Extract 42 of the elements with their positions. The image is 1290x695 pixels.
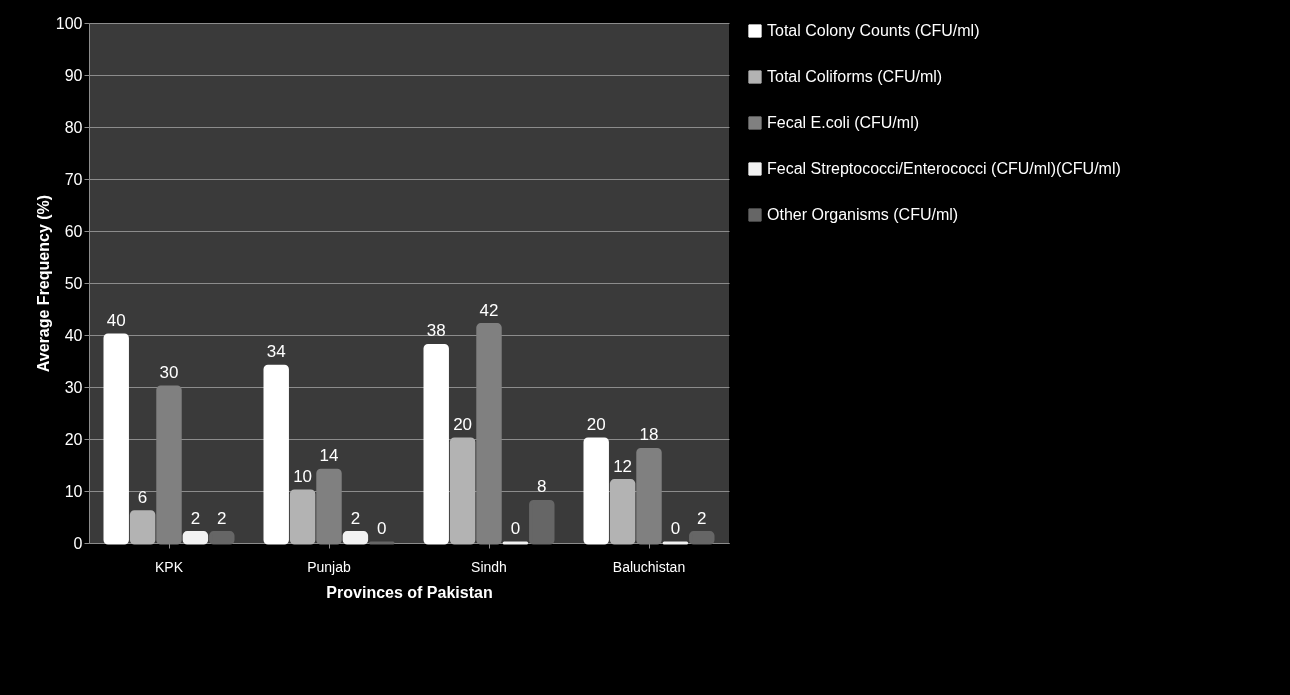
y-tick-label: 20	[64, 430, 83, 448]
data-label: 12	[613, 456, 633, 476]
legend-label: Fecal E.coli (CFU/ml)	[767, 114, 920, 131]
legend-label: Total Coliforms (CFU/ml)	[767, 68, 943, 85]
x-tick-label: KPK	[154, 558, 184, 575]
x-tick-label: Punjab	[307, 558, 352, 575]
data-label: 40	[106, 311, 126, 330]
legend-label: Total Colony Counts (CFU/ml)	[767, 22, 980, 39]
legend-label: Fecal Streptococci/Enterococci (CFU/ml)(CFU/ml)	[767, 160, 1121, 177]
data-label: 10	[293, 467, 313, 486]
y-tick-label: 60	[64, 222, 83, 240]
data-label: 20	[586, 415, 606, 434]
y-tick-label: 100	[55, 14, 83, 32]
data-label: 0	[670, 519, 681, 538]
data-label: 20	[453, 415, 473, 434]
data-label: 14	[319, 446, 339, 466]
data-label: 2	[190, 508, 201, 528]
y-tick-label: 50	[64, 274, 83, 292]
y-tick-label: 30	[64, 378, 83, 396]
data-label: 6	[137, 487, 148, 507]
data-label: 42	[479, 300, 499, 320]
legend-label: Other Organisms (CFU/ml)	[767, 206, 959, 223]
y-tick-label: 80	[64, 118, 83, 136]
data-label: 2	[697, 508, 707, 528]
data-label: 30	[159, 363, 179, 382]
y-axis-title: Average Frequency (%)	[34, 194, 52, 373]
data-label: 34	[266, 342, 286, 362]
data-label: 2	[350, 508, 361, 528]
data-label: 38	[426, 321, 446, 341]
data-label: 0	[377, 519, 387, 538]
y-tick-label: 10	[64, 482, 83, 500]
x-axis-title: Provinces of Pakistan	[326, 583, 493, 601]
data-label: 8	[537, 477, 547, 497]
y-tick-label: 90	[64, 66, 83, 84]
data-label: 2	[217, 508, 227, 528]
x-tick-label: Baluchistan	[612, 558, 686, 575]
x-tick-label: Sindh	[471, 558, 507, 575]
y-tick-label: 70	[64, 170, 83, 188]
y-tick-label: 40	[64, 326, 83, 344]
y-tick-label: 0	[73, 534, 83, 552]
data-label: 0	[510, 519, 521, 538]
data-label: 18	[639, 425, 659, 445]
